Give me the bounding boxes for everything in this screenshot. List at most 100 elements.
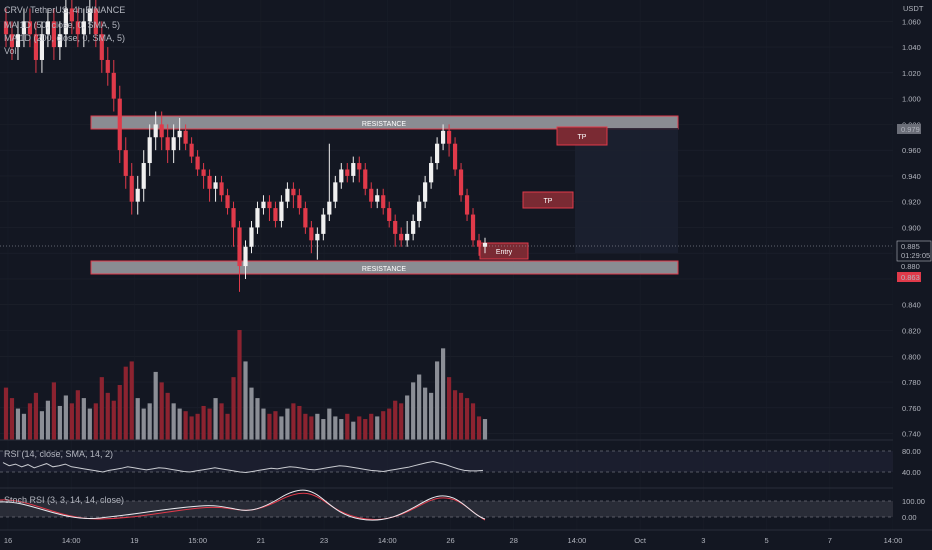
candle-body — [417, 201, 422, 221]
candle-body — [117, 98, 122, 151]
volume-bar — [153, 371, 158, 440]
candle-body — [423, 182, 428, 202]
stoch-axis-ticks: 100.00 0.00 — [902, 497, 925, 522]
volume-bar — [273, 411, 278, 440]
candle-body — [111, 72, 116, 99]
time-tick-14: 14:00 — [884, 536, 903, 545]
price-tick-12: 0.820 — [902, 327, 921, 336]
volume-bar — [243, 361, 248, 440]
price-tick-7: 0.920 — [902, 198, 921, 207]
candle-body — [482, 242, 488, 247]
volume-bar — [213, 398, 218, 440]
candle-body — [273, 208, 278, 221]
time-tick-1: 14:00 — [62, 536, 81, 545]
stoch-band — [0, 501, 893, 517]
candle-body — [9, 34, 15, 48]
candle-body — [351, 163, 356, 176]
rsi-tick-0: 80.00 — [902, 447, 921, 456]
rsi-legend[interactable]: RSI (14, close, SMA, 14, 2) — [4, 449, 114, 459]
candle-body — [195, 156, 200, 170]
volume-bar — [33, 392, 39, 440]
volume-bar — [39, 411, 45, 440]
candle-body — [363, 169, 368, 189]
candle-body — [75, 21, 80, 35]
candle-body — [219, 182, 224, 196]
resistance-zone-top[interactable] — [90, 115, 679, 130]
volume-bar — [165, 392, 170, 440]
volume-bar — [159, 382, 164, 440]
time-tick-9: 14:00 — [568, 536, 587, 545]
entry-box[interactable] — [479, 242, 529, 260]
volume-bar — [321, 419, 326, 440]
price-tag-top-text: 0.979 — [901, 125, 920, 134]
price-tick-16: 0.740 — [902, 430, 921, 439]
tp2-box[interactable] — [556, 126, 608, 146]
candle-body — [375, 195, 380, 202]
candle-body — [321, 214, 326, 234]
volume-bar — [429, 392, 434, 440]
stoch-tick-0: 100.00 — [902, 497, 925, 506]
time-tick-4: 21 — [257, 536, 265, 545]
candle-body — [476, 240, 482, 247]
candle-body — [177, 130, 182, 138]
volume-bar — [249, 387, 254, 440]
ma200-legend[interactable]: MA 1D (200, close, 0, SMA, 5) — [4, 33, 126, 43]
candle-body — [213, 182, 218, 189]
volume-bar — [261, 408, 266, 440]
time-axis-ticks: 16 14:00 19 15:00 21 23 14:00 26 28 14:00 Oct 3 5 7 14… — [4, 536, 903, 545]
candle-body — [123, 150, 128, 176]
tp2-label: TP — [578, 134, 587, 141]
candle-body — [249, 227, 254, 247]
candle-body — [279, 201, 284, 221]
symbol-legend[interactable]: CRV / TetherUS, 4h BINANCE — [4, 5, 126, 15]
volume-bar — [171, 403, 176, 440]
volume-bar — [267, 413, 272, 440]
candle-body — [345, 169, 350, 176]
rsi-band — [0, 451, 893, 472]
price-tag-top — [897, 124, 921, 134]
candle-body — [369, 188, 374, 202]
tp1-box[interactable] — [522, 191, 574, 209]
candles — [3, 0, 488, 292]
price-tag-current — [896, 240, 932, 262]
candle-body — [51, 21, 56, 48]
volume-bar — [357, 416, 362, 440]
candle-body — [231, 208, 236, 228]
candle-body — [201, 169, 206, 176]
candle-body — [189, 143, 194, 157]
volume-bar — [135, 398, 140, 440]
candle-body — [357, 163, 362, 170]
time-tick-11: 3 — [701, 536, 705, 545]
volume-bar — [69, 403, 74, 440]
price-tick-5: 0.960 — [902, 146, 921, 155]
volume-bar — [255, 398, 260, 440]
volume-legend[interactable]: Vol — [4, 46, 17, 56]
volume-bar — [3, 387, 9, 440]
candle-body — [464, 195, 470, 215]
stoch-rsi-legend[interactable]: Stoch RSI (3, 3, 14, 14, close) — [4, 495, 125, 505]
volume-bar — [452, 390, 458, 440]
candle-body — [285, 188, 290, 202]
volume-bar — [440, 348, 446, 440]
volume-bar — [464, 398, 470, 440]
candle-body — [147, 137, 152, 164]
resistance-top-label: RESISTANCE — [362, 121, 407, 128]
candle-body — [333, 182, 338, 202]
candle-body — [470, 214, 476, 241]
volume-bar — [75, 390, 80, 440]
price-tick-13: 0.800 — [902, 352, 921, 361]
volume-bar — [435, 361, 440, 440]
ma50-legend[interactable]: MA 1D (50, close, 0, SMA, 5) — [4, 20, 121, 30]
volume-bar — [482, 419, 488, 440]
candle-body — [339, 169, 344, 183]
candle-body — [440, 130, 446, 144]
volume-bar — [309, 416, 314, 440]
volume-bar — [411, 382, 416, 440]
candle-body — [399, 233, 404, 241]
volume-bar — [99, 377, 104, 440]
volume-bar — [458, 392, 464, 440]
candle-body — [387, 208, 392, 221]
volume-bar — [387, 408, 392, 440]
time-tick-10: Oct — [634, 536, 647, 545]
